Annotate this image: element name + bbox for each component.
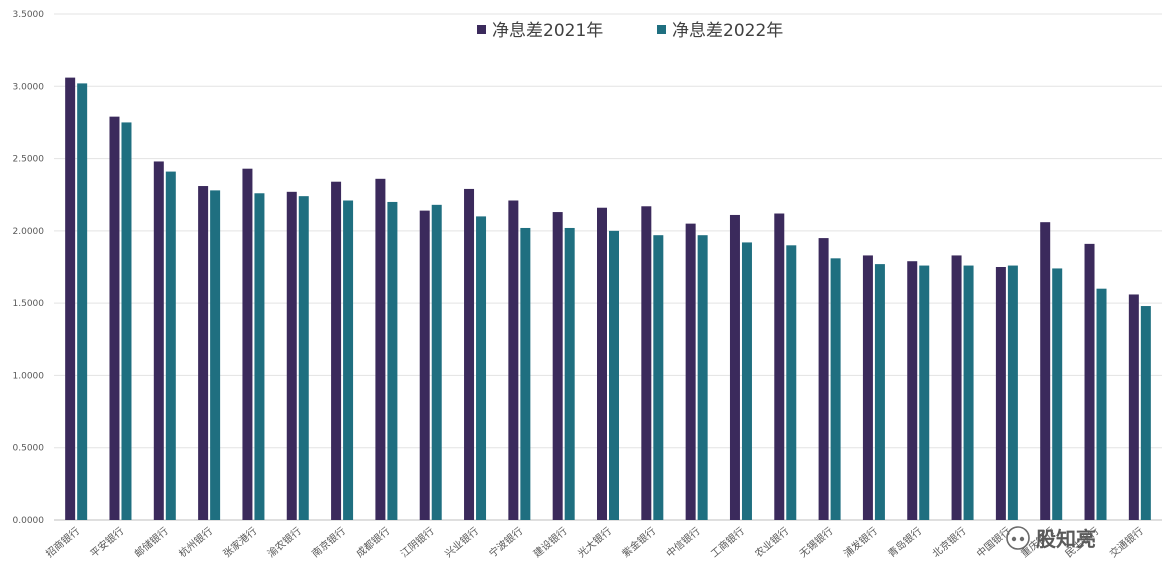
bar-2022 [830,258,841,520]
watermark: 股知亮 [1006,526,1096,551]
bar-2022 [741,242,752,520]
bar-2022 [874,264,885,520]
x-category-label: 工商银行 [708,524,747,560]
bar-2021 [109,116,120,520]
bar-2021 [464,188,475,520]
bar-2021 [242,168,253,521]
bar-2022 [1096,288,1107,520]
watermark-text: 股知亮 [1036,527,1096,551]
bar-2021 [1128,294,1139,520]
x-axis-categories: 招商银行 平安银行 邮储银行 杭州银行 张家港行 渝农银行 南京银行 成都银行 江阴银行 兴业银行… [43,524,1146,560]
bar-2022 [298,196,309,520]
bar-2022 [343,200,354,521]
y-tick-label: 1.5000 [13,299,45,309]
x-category-label: 浦发银行 [841,524,880,560]
bar-2022 [1007,265,1018,520]
x-category-label: 渝农银行 [265,524,304,560]
x-category-label: 平安银行 [87,524,126,560]
bar-2022 [121,122,132,520]
x-category-label: 张家港行 [220,524,259,560]
legend: 净息差2021年 净息差2022年 [477,21,783,41]
bar-2021 [774,213,785,520]
y-tick-label: 2.0000 [13,227,45,237]
bar-2021 [153,161,164,520]
bar-2021 [331,181,342,520]
bar-2021 [951,255,962,521]
y-tick-label: 0.5000 [13,444,45,454]
x-category-label: 成都银行 [353,524,392,560]
bar-2021 [729,214,740,520]
bar-2021 [818,238,829,521]
x-category-label: 江阴银行 [398,524,437,560]
x-category-label: 建设银行 [531,524,570,560]
legend-swatch [477,25,486,34]
y-axis-ticks: 0.0000 0.5000 1.0000 1.5000 2.0000 2.5000 3.00… [13,10,45,526]
bar-2022 [431,204,442,520]
bar-2021 [995,267,1006,520]
gridlines [54,13,1162,521]
x-category-label: 中国银行 [974,524,1013,560]
bar-2022 [564,227,575,521]
x-category-label: 南京银行 [309,524,348,560]
legend-label: 净息差2022年 [672,21,783,41]
x-category-label: 北京银行 [929,524,968,560]
legend-swatch [657,25,666,34]
x-category-label: 宁波银行 [486,524,525,560]
bar-2022 [387,201,398,520]
bar-2022 [653,235,664,521]
wechat-quote-icon [1006,526,1030,550]
x-category-label: 农业银行 [752,524,791,560]
bar-2022 [476,216,487,520]
x-category-label: 青岛银行 [885,524,924,560]
bar-2022 [697,235,708,521]
bar-2021 [552,212,563,520]
y-tick-label: 3.0000 [13,82,45,92]
x-category-label: 中信银行 [664,524,703,560]
bar-2021 [597,207,607,520]
x-category-label: 交通银行 [1107,524,1146,560]
bar-2022 [786,245,797,521]
bar-2021 [508,200,519,521]
bar-2021 [198,186,209,521]
bar-2021 [375,178,386,520]
bar-2021 [286,191,297,520]
y-tick-label: 0.0000 [13,516,45,526]
bar-2022 [210,190,221,520]
bar-2022 [165,171,176,520]
x-category-label: 招商银行 [43,524,82,560]
x-category-label: 光大银行 [575,524,614,560]
x-category-label: 邮储银行 [132,524,171,560]
bar-2022 [963,265,974,520]
y-tick-label: 1.0000 [13,371,45,381]
bar-2021 [685,223,696,520]
bars [65,77,1151,521]
bar-2022 [1052,268,1063,520]
x-category-label: 紫金银行 [619,524,658,560]
x-category-label: 无锡银行 [797,524,836,560]
bar-2022 [919,265,930,520]
y-tick-label: 2.5000 [13,155,45,165]
bar-2022 [77,83,88,520]
legend-label: 净息差2021年 [492,21,603,41]
x-category-label: 兴业银行 [442,524,481,560]
x-category-label: 杭州银行 [176,524,215,560]
bar-2021 [1040,222,1051,520]
bar-2021 [65,77,76,521]
bar-2021 [641,206,652,520]
bar-2022 [1140,306,1151,520]
y-tick-label: 3.5000 [13,10,45,20]
bar-2021 [419,210,430,521]
bar-2022 [254,193,265,521]
bar-2021 [1084,243,1095,520]
bar-2022 [520,227,531,521]
bar-2021 [862,255,873,521]
bar-2022 [609,230,619,520]
bar-2021 [907,261,918,520]
